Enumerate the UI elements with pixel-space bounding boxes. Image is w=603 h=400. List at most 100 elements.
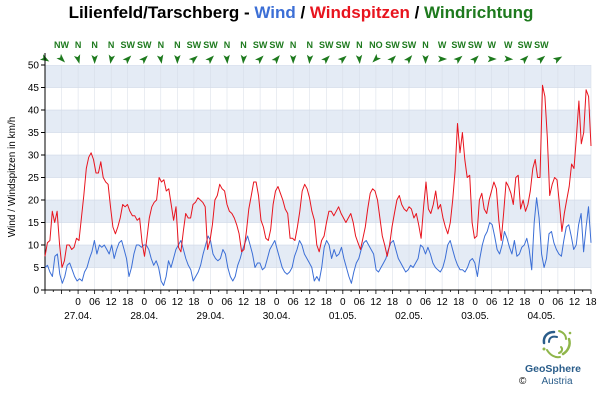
direction-arrow-icon [403,55,413,65]
direction-arrow-icon [73,54,81,64]
x-tick-label: 0 [208,297,214,308]
direction-label: N [356,40,363,50]
direction-label: N [290,40,297,50]
direction-arrow-icon [422,55,429,64]
x-tick-label: 0 [141,297,147,308]
direction-arrow-icon [487,55,497,63]
direction-label: SW [336,40,351,50]
direction-arrow-icon [306,54,314,64]
direction-arrow-icon [223,54,230,64]
direction-arrow-shape [188,55,198,65]
direction-arrow-icon [56,53,66,63]
geosphere-logo: GeoSphere © Austria [519,330,581,387]
plot-band [45,155,591,178]
x-tick-label: 0 [539,297,545,308]
direction-arrow-shape [122,55,132,65]
x-tick-label: 0 [406,297,412,308]
x-tick-label: 06 [420,297,432,308]
direction-arrow-icon [453,55,463,65]
x-date-label: 29.04. [197,311,225,322]
direction-label: N [75,40,82,50]
x-date-label: 03.05. [461,311,489,322]
direction-label: SW [402,40,417,50]
x-tick-label: 06 [288,297,300,308]
direction-label: SW [253,40,268,50]
direction-label: N [91,40,98,50]
direction-arrow-shape [108,54,116,64]
title-sep-2: / [296,3,310,22]
direction-label: SW [137,40,152,50]
x-date-label: 02.05. [395,311,423,322]
direction-arrow-shape [156,54,164,64]
direction-label: W [504,40,513,50]
x-date-label: 27.04. [64,311,92,322]
copyright-symbol: © [519,376,527,387]
direction-label: SW [468,40,483,50]
direction-arrow-icon [438,55,448,63]
direction-arrow-shape [470,55,479,65]
y-tick-label: 45 [28,83,40,94]
x-tick-label: 18 [321,297,333,308]
direction-arrow-icon [156,54,164,64]
y-axis: 0 5 10 15 20 25 30 35 40 45 50 [28,53,46,297]
direction-label: SW [269,40,284,50]
direction-arrow-shape [552,56,563,64]
x-tick-label: 18 [122,297,134,308]
direction-label: N [224,40,231,50]
y-tick-label: 0 [33,286,39,297]
plot-band [45,65,591,88]
x-tick-label: 0 [340,297,346,308]
direction-arrow-shape [56,53,66,63]
direction-arrow-shape [403,55,413,65]
direction-arrow-shape [289,55,297,64]
plot-band [45,222,591,245]
direction-arrow-shape [422,55,429,64]
x-tick-label: 12 [370,297,382,308]
direction-arrow-icon [321,55,330,65]
direction-arrow-shape [205,55,214,65]
y-tick-label: 40 [28,106,40,117]
direction-arrow-icon [188,55,198,65]
x-tick-label: 12 [503,297,515,308]
direction-arrow-icon [174,55,181,64]
x-tick-label: 06 [354,297,366,308]
direction-row-bg [45,53,591,65]
direction-arrow-shape [306,54,314,64]
direction-arrow-shape [337,55,347,65]
x-axis: 0 06 12 18 0 06 12 18 0 06 12 18 0 06 12 18 0 06 12 18 0 06 12… [44,289,597,322]
direction-arrow-shape [519,55,529,65]
direction-arrow-icon [289,55,297,64]
direction-arrow-icon [108,54,116,64]
x-date-label: 30.04. [263,311,291,322]
x-tick-label: 06 [155,297,167,308]
x-tick-label: 0 [472,297,478,308]
y-tick-label: 25 [28,173,40,184]
direction-arrow-shape [487,55,497,63]
direction-arrow-icon [536,55,546,65]
direction-arrow-shape [372,53,382,63]
direction-arrow-shape [387,55,396,65]
direction-label: N [108,40,115,50]
direction-label: SW [187,40,202,50]
x-tick-label: 12 [172,297,184,308]
x-tick-label: 06 [486,297,498,308]
chart-title: Lilienfeld/Tarschberg - Wind / Windspitz… [69,3,534,22]
y-tick-label: 5 [33,263,39,274]
title-wind: Wind [254,3,295,22]
x-date-label: 04.05. [527,311,555,322]
x-tick-label: 18 [519,297,531,308]
x-tick-label: 0 [274,297,280,308]
x-tick-label: 12 [304,297,316,308]
direction-arrow-shape [453,55,463,65]
direction-label: N [158,40,165,50]
direction-arrow-icon [205,55,214,65]
direction-label: N [174,40,181,50]
direction-arrow-icon [504,55,514,62]
direction-label: W [487,40,496,50]
direction-arrow-icon [240,54,248,64]
direction-arrow-icon [91,55,98,64]
direction-arrow-shape [91,55,98,64]
direction-label: W [438,40,447,50]
y-tick-label: 10 [28,241,40,252]
